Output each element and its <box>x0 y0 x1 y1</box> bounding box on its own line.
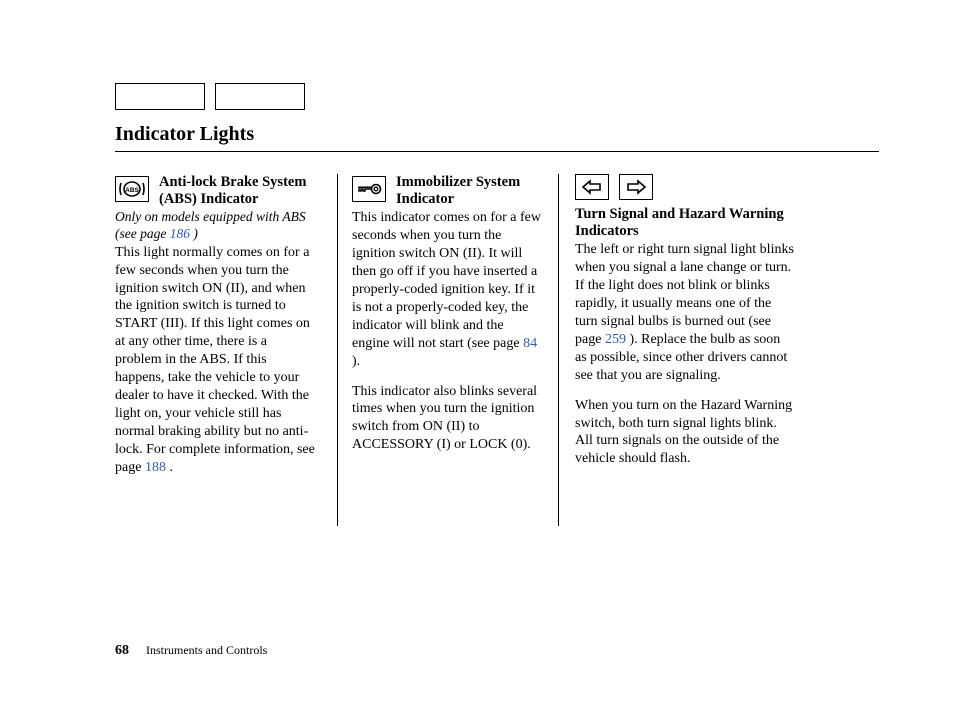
page: Indicator Lights ABS Anti-lock Brake Sys… <box>0 0 954 710</box>
immo-p1: This indicator comes on for a few second… <box>352 209 544 370</box>
columns: ABS Anti-lock Brake System (ABS) Indicat… <box>115 174 879 526</box>
abs-note: Only on models equipped with ABS (see pa… <box>115 209 317 241</box>
column-immobilizer: Immobilizer System Indicator This indica… <box>337 174 559 526</box>
page-title: Indicator Lights <box>115 121 879 147</box>
footer: 68 Instruments and Controls <box>115 642 267 660</box>
immo-p2: This indicator also blinks several times… <box>352 383 544 455</box>
right-arrow-icon <box>619 174 653 200</box>
nav-box-1[interactable] <box>115 83 205 110</box>
abs-body-pre: This light normally comes on for a few s… <box>115 245 315 475</box>
immo-p1-pre: This indicator comes on for a few second… <box>352 210 541 350</box>
key-icon <box>352 176 386 202</box>
abs-header-row: ABS Anti-lock Brake System (ABS) Indicat… <box>115 174 317 207</box>
turn-p1: The left or right turn signal light blin… <box>575 241 795 384</box>
abs-body-link[interactable]: 188 <box>145 460 166 475</box>
page-number: 68 <box>115 643 129 658</box>
left-arrow-icon <box>575 174 609 200</box>
immo-header-row: Immobilizer System Indicator <box>352 174 544 207</box>
column-turn-signal: Turn Signal and Hazard Warning Indicator… <box>559 174 795 526</box>
abs-note-link[interactable]: 186 <box>170 226 190 241</box>
abs-note-post: ) <box>190 226 198 241</box>
top-button-row <box>115 83 305 110</box>
column-abs: ABS Anti-lock Brake System (ABS) Indicat… <box>115 174 337 526</box>
title-block: Indicator Lights <box>115 121 879 152</box>
svg-text:ABS: ABS <box>125 187 139 194</box>
immo-title: Immobilizer System Indicator <box>396 174 544 207</box>
abs-body-post: . <box>166 460 173 475</box>
footer-section: Instruments and Controls <box>146 643 267 657</box>
abs-body: This light normally comes on for a few s… <box>115 244 317 477</box>
turn-icons <box>575 174 795 200</box>
turn-p1-link[interactable]: 259 <box>605 332 626 347</box>
turn-title: Turn Signal and Hazard Warning Indicator… <box>575 206 795 239</box>
immo-p1-link[interactable]: 84 <box>523 336 537 351</box>
immo-p1-post: ). <box>352 354 360 369</box>
abs-title: Anti-lock Brake System (ABS) Indicator <box>159 174 317 207</box>
turn-p2: When you turn on the Hazard Warning swit… <box>575 397 795 469</box>
nav-box-2[interactable] <box>215 83 305 110</box>
abs-icon: ABS <box>115 176 149 202</box>
abs-note-pre: Only on models equipped with ABS (see pa… <box>115 209 306 240</box>
